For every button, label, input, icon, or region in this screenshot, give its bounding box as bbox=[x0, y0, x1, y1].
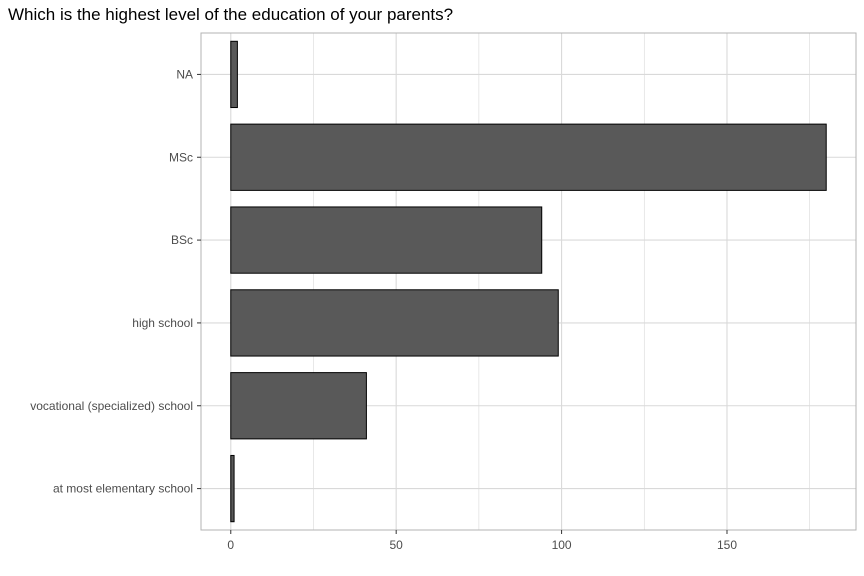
x-tick-label: 0 bbox=[227, 538, 234, 552]
ticks bbox=[197, 73, 728, 534]
tick-labels: 0 50 100 150 at most elementary school vocati… bbox=[30, 67, 737, 552]
y-tick-label: MSc bbox=[169, 150, 193, 164]
y-tick-label: at most elementary school bbox=[53, 482, 193, 496]
bar bbox=[230, 123, 827, 191]
y-tick-label: high school bbox=[132, 316, 193, 330]
x-tick-label: 100 bbox=[552, 538, 572, 552]
bar bbox=[230, 40, 238, 109]
bar bbox=[230, 289, 559, 357]
y-tick-label: vocational (specialized) school bbox=[30, 399, 193, 413]
bar bbox=[230, 206, 543, 274]
x-tick-label: 150 bbox=[717, 538, 737, 552]
panel-border bbox=[200, 32, 857, 531]
chart-title: Which is the highest level of the educat… bbox=[8, 5, 454, 24]
bar bbox=[230, 372, 367, 440]
y-tick-label: BSc bbox=[171, 233, 193, 247]
y-tick-label: NA bbox=[176, 67, 193, 81]
grid-lines bbox=[201, 33, 856, 530]
bar bbox=[230, 454, 235, 523]
x-tick-label: 50 bbox=[389, 538, 403, 552]
bars bbox=[230, 40, 827, 523]
